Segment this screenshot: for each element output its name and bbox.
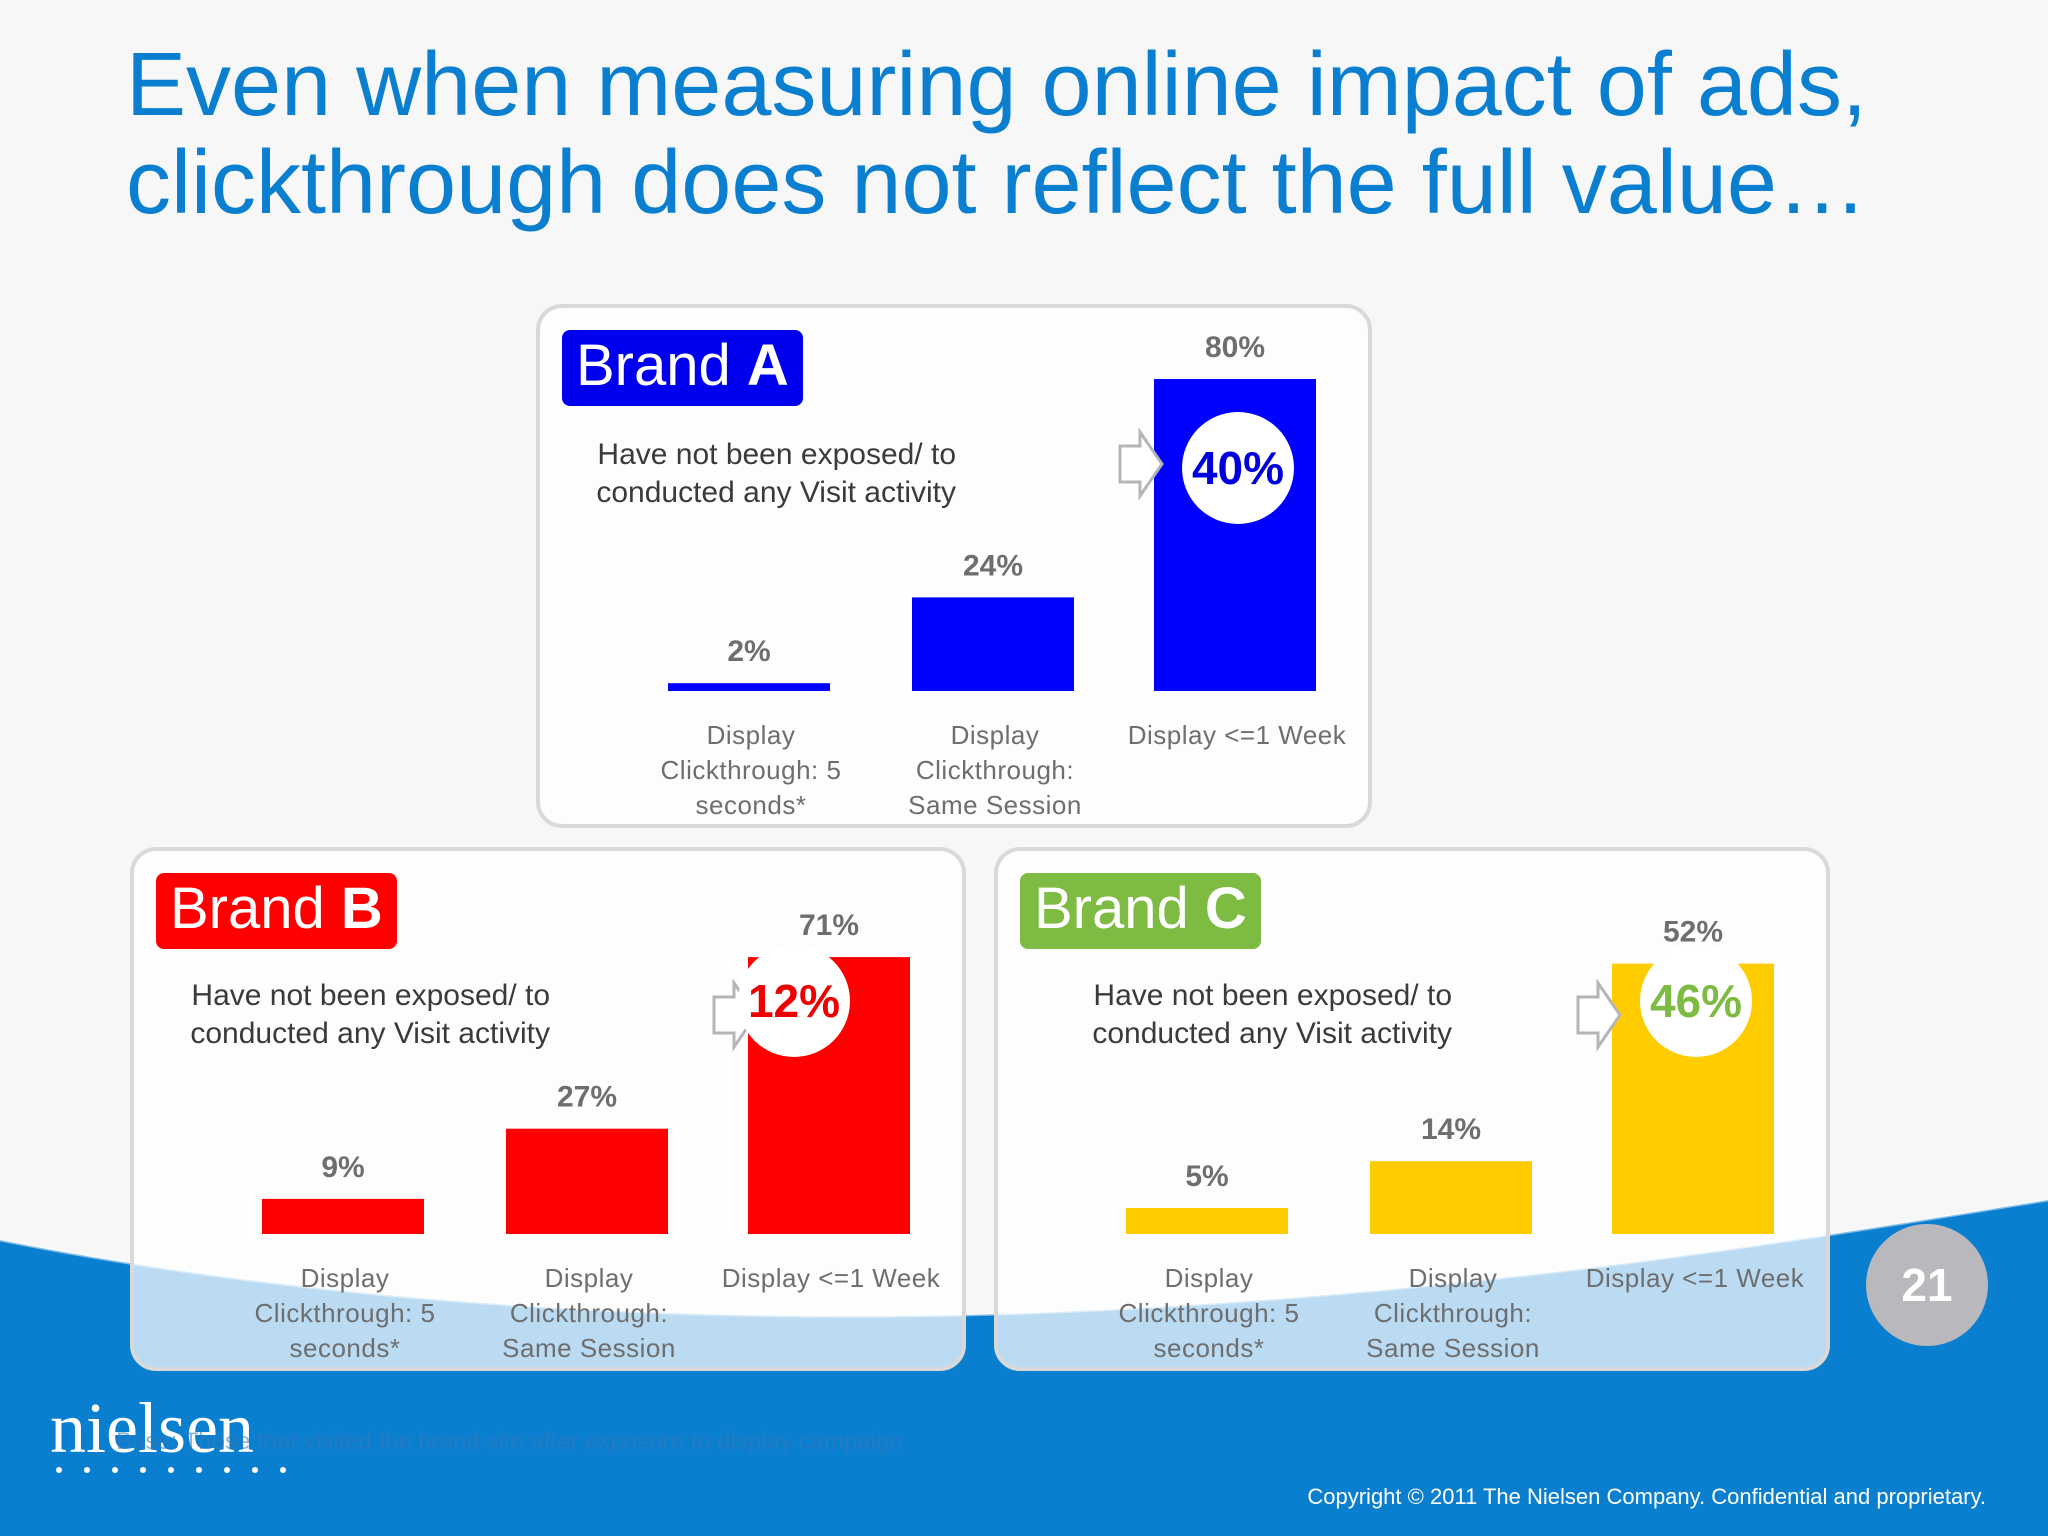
brand-c-category-label-1-line-1: Display xyxy=(1165,1263,1254,1293)
brand-c-note-line-1: Have not been exposed/ to xyxy=(1093,979,1452,1012)
brand-c-note: Have not been exposed/ to conducted any … xyxy=(1032,977,1452,1053)
brand-b-note: Have not been exposed/ to conducted any … xyxy=(130,977,550,1053)
brand-c-letter: C xyxy=(1204,876,1247,941)
brand-b-tag: Brand B xyxy=(156,873,397,949)
brand-b-category-label-1-line-1: Display xyxy=(301,1263,390,1293)
brand-a-category-label-3-line-1: Display <=1 Week xyxy=(1128,720,1347,750)
nielsen-logo: nielsen xyxy=(50,1388,254,1468)
brand-b-value-label-2: 27% xyxy=(557,1081,617,1114)
brand-c-bar-2 xyxy=(1370,1161,1532,1234)
brand-b-category-label-3-line-1: Display <=1 Week xyxy=(722,1263,941,1293)
brand-a-letter: A xyxy=(746,333,789,398)
brand-c-category-label-2-line-1: Display xyxy=(1409,1263,1498,1293)
brand-a-category-label-1-line-3: seconds* xyxy=(696,790,807,820)
brand-c-value-label-2: 14% xyxy=(1421,1113,1481,1146)
brand-a-category-label-2-line-1: Display xyxy=(951,720,1040,750)
brand-a-note-line-2: conducted any Visit activity xyxy=(596,476,956,509)
brand-b-highlight-circle: 12% xyxy=(738,945,850,1057)
brand-a-note-line-1: Have not been exposed/ to xyxy=(597,438,956,471)
brand-b-prefix: Brand xyxy=(170,876,325,941)
brand-a-value-label-3: 80% xyxy=(1205,331,1265,364)
brand-a-highlight-circle: 40% xyxy=(1182,412,1294,524)
brand-c-bar-1 xyxy=(1126,1208,1288,1234)
brand-a-bar-2 xyxy=(912,597,1074,691)
page-title-line-2: clickthrough does not reflect the full v… xyxy=(126,133,1867,233)
brand-b-bar-1 xyxy=(262,1198,424,1234)
page-number: 21 xyxy=(1866,1224,1988,1346)
brand-a-category-label-1-line-2: Clickthrough: 5 xyxy=(661,755,842,785)
brand-b-chart: 9% Display Clickthrough: 5 seconds* 27% Displ… xyxy=(255,909,941,1363)
brand-a-value-label-2: 24% xyxy=(963,549,1023,582)
brand-b-note-line-1: Have not been exposed/ to xyxy=(191,979,550,1012)
brand-b-bar-2 xyxy=(506,1128,668,1234)
brand-c-value-label-1: 5% xyxy=(1185,1160,1228,1193)
brand-c-chart: 5% Display Clickthrough: 5 seconds* 14% Displ… xyxy=(1119,916,1805,1363)
brand-a-value-label-1: 2% xyxy=(727,635,770,668)
brand-a-chart: 2% Display Clickthrough: 5 seconds* 24% Displ… xyxy=(661,331,1347,820)
logo-dots xyxy=(56,1467,286,1473)
brand-b-category-label-2-line-1: Display xyxy=(545,1263,634,1293)
brand-c-panel: Brand C Have not been exposed/ to conduc… xyxy=(994,847,1830,1371)
brand-c-arrow-icon xyxy=(1576,978,1622,1052)
brand-a-arrow-icon xyxy=(1118,427,1164,501)
brand-b-panel: Brand B Have not been exposed/ to conduc… xyxy=(130,847,966,1371)
brand-c-prefix: Brand xyxy=(1034,876,1189,941)
brand-b-category-label-1-line-3: seconds* xyxy=(290,1333,401,1363)
brand-c-category-label-2-line-3: Same Session xyxy=(1366,1333,1540,1363)
brand-c-tag: Brand C xyxy=(1020,873,1261,949)
brand-a-note: Have not been exposed/ to conducted any … xyxy=(536,436,956,512)
brand-b-category-label-1-line-2: Clickthrough: 5 xyxy=(255,1298,436,1328)
brand-c-note-line-2: conducted any Visit activity xyxy=(1092,1017,1452,1050)
page-title: Even when measuring online impact of ads… xyxy=(126,36,1986,232)
brand-b-value-label-3: 71% xyxy=(799,909,859,942)
brand-a-bar-1 xyxy=(668,683,830,691)
brand-c-category-label-2-line-2: Clickthrough: xyxy=(1374,1298,1532,1328)
brand-b-letter: B xyxy=(340,876,383,941)
brand-c-category-label-1-line-3: seconds* xyxy=(1154,1333,1265,1363)
brand-a-tag: Brand A xyxy=(562,330,803,406)
brand-c-highlight-circle: 46% xyxy=(1640,945,1752,1057)
brand-a-prefix: Brand xyxy=(576,333,731,398)
brand-c-category-label-1-line-2: Clickthrough: 5 xyxy=(1119,1298,1300,1328)
page-title-line-1: Even when measuring online impact of ads… xyxy=(126,35,1867,135)
brand-c-value-label-3: 52% xyxy=(1663,916,1723,949)
brand-a-category-label-1-line-1: Display xyxy=(707,720,796,750)
brand-a-category-label-2-line-3: Same Session xyxy=(908,790,1082,820)
brand-b-note-line-2: conducted any Visit activity xyxy=(190,1017,550,1050)
brand-c-category-label-3-line-1: Display <=1 Week xyxy=(1586,1263,1805,1293)
brand-b-value-label-1: 9% xyxy=(321,1151,364,1184)
brand-a-category-label-2-line-2: Clickthrough: xyxy=(916,755,1074,785)
brand-b-arrow-icon xyxy=(712,978,758,1052)
brand-b-category-label-2-line-2: Clickthrough: xyxy=(510,1298,668,1328)
brand-b-category-label-2-line-3: Same Session xyxy=(502,1333,676,1363)
base-note: Base: Those that visited the brand site … xyxy=(116,1428,903,1455)
brand-a-panel: Brand A Have not been exposed/ to conduc… xyxy=(536,304,1372,828)
copyright: Copyright © 2011 The Nielsen Company. Co… xyxy=(1307,1484,1986,1509)
